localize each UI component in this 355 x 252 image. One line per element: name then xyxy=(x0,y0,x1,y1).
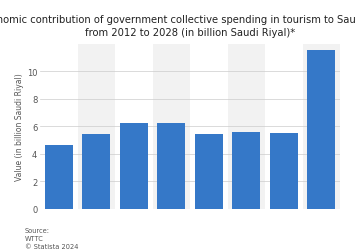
Bar xyxy=(190,44,228,209)
Bar xyxy=(302,44,340,209)
Bar xyxy=(45,146,73,209)
Bar xyxy=(228,44,265,209)
Bar xyxy=(195,135,223,209)
Bar xyxy=(115,44,153,209)
Bar xyxy=(232,132,260,209)
Bar xyxy=(77,44,115,209)
Bar xyxy=(40,44,77,209)
Y-axis label: Value (in billion Saudi Riyal): Value (in billion Saudi Riyal) xyxy=(15,73,24,180)
Bar xyxy=(307,51,335,209)
Title: Economic contribution of government collective spending in tourism to Saudi Arab: Economic contribution of government coll… xyxy=(0,15,355,38)
Bar xyxy=(157,124,185,209)
Bar xyxy=(265,44,302,209)
Bar xyxy=(82,135,110,209)
Bar xyxy=(120,124,148,209)
Text: Source:
WTTC
© Statista 2024: Source: WTTC © Statista 2024 xyxy=(25,228,78,249)
Bar xyxy=(270,134,298,209)
Bar xyxy=(153,44,190,209)
